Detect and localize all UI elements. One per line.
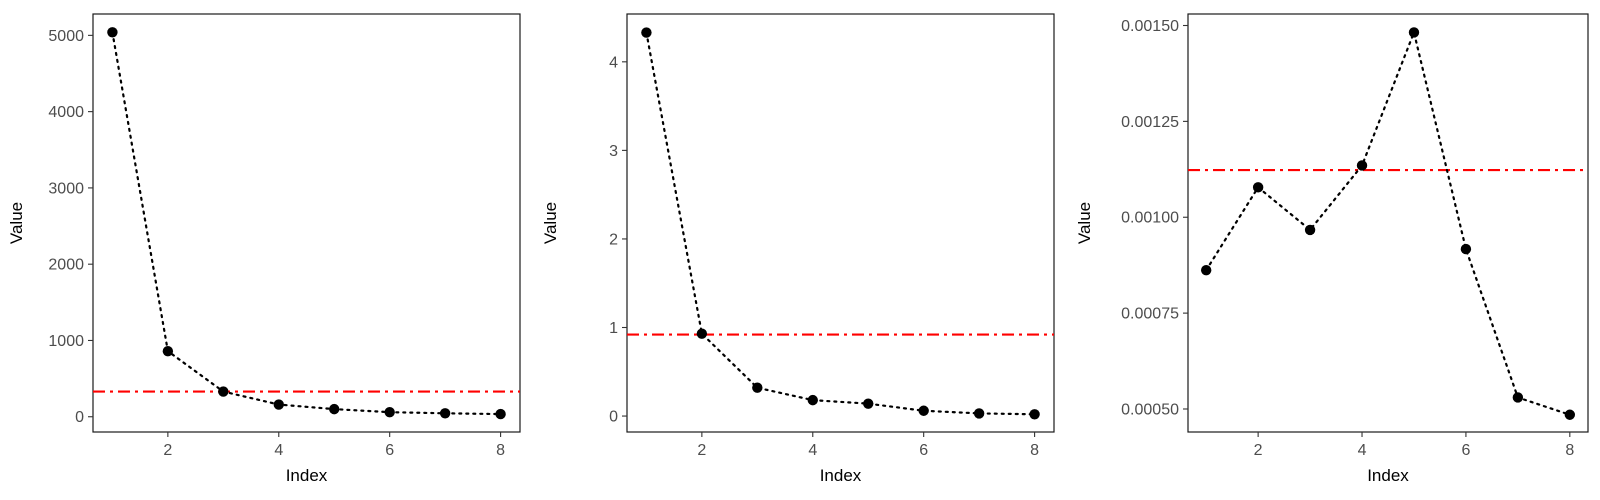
x-tick-label: 6 bbox=[919, 442, 928, 459]
series-line bbox=[645, 31, 1036, 416]
y-tick-label: 1 bbox=[609, 320, 618, 337]
chart-panel-1: 0 1000 2000 3000 4000 5000 2 4 6 8 Index Value bbox=[7, 13, 521, 485]
x-tick-label: 4 bbox=[274, 442, 283, 459]
x-tick-label: 8 bbox=[1030, 442, 1039, 459]
data-point bbox=[495, 408, 506, 420]
data-point bbox=[807, 394, 818, 406]
data-point bbox=[107, 27, 118, 38]
data-point bbox=[1252, 182, 1264, 193]
y-tick-label: 3000 bbox=[48, 180, 84, 197]
chart-panel-3: 0.00050 0.00075 0.00100 0.00125 0.00150 2 4 6 8 I… bbox=[1075, 13, 1589, 485]
data-point bbox=[1304, 224, 1316, 236]
y-tick-label: 3 bbox=[609, 143, 618, 160]
data-point bbox=[162, 345, 174, 357]
x-tick-label: 2 bbox=[163, 442, 172, 459]
series-line bbox=[1205, 28, 1571, 416]
data-point bbox=[273, 399, 284, 410]
x-tick-label: 6 bbox=[385, 442, 394, 459]
data-point bbox=[1356, 160, 1368, 171]
data-point bbox=[1512, 392, 1524, 403]
data-point bbox=[1408, 27, 1420, 38]
data-point bbox=[218, 386, 229, 397]
data-point bbox=[1029, 409, 1040, 420]
y-axis-title: Value bbox=[7, 202, 26, 244]
y-tick-label: 0 bbox=[75, 409, 84, 426]
y-tick-label: 0.00150 bbox=[1121, 18, 1179, 35]
x-axis-title: Index bbox=[1367, 466, 1409, 485]
y-tick-label: 4 bbox=[609, 54, 618, 71]
x-tick-label: 6 bbox=[1461, 442, 1470, 459]
y-tick-label: 0.00050 bbox=[1121, 401, 1179, 418]
data-point bbox=[863, 398, 874, 409]
data-point bbox=[1564, 409, 1576, 420]
x-axis-title: Index bbox=[286, 466, 328, 485]
data-point bbox=[439, 408, 451, 419]
x-tick-label: 2 bbox=[1254, 442, 1263, 459]
data-point bbox=[1200, 264, 1212, 276]
x-tick-label: 8 bbox=[1565, 442, 1574, 459]
panel-border bbox=[626, 13, 1055, 433]
data-point bbox=[384, 406, 395, 418]
x-tick-label: 2 bbox=[697, 442, 706, 459]
y-tick-label: 0.00075 bbox=[1121, 306, 1179, 323]
y-tick-label: 0.00125 bbox=[1121, 114, 1179, 131]
y-tick-label: 1000 bbox=[48, 333, 84, 350]
data-point bbox=[329, 403, 340, 415]
y-tick-label: 2000 bbox=[48, 257, 84, 274]
x-tick-label: 4 bbox=[808, 442, 817, 459]
x-axis-title: Index bbox=[820, 466, 862, 485]
series-line bbox=[111, 31, 502, 416]
data-point bbox=[641, 27, 652, 38]
data-point bbox=[973, 408, 985, 419]
data-point bbox=[918, 405, 929, 416]
panel-border bbox=[1187, 13, 1589, 433]
y-tick-label: 0 bbox=[609, 409, 618, 426]
data-point bbox=[696, 328, 708, 339]
y-tick-label: 0.00100 bbox=[1121, 210, 1179, 227]
data-point bbox=[752, 382, 763, 393]
y-axis-title: Value bbox=[1075, 202, 1094, 244]
x-tick-label: 4 bbox=[1358, 442, 1367, 459]
y-axis-title: Value bbox=[541, 202, 560, 244]
data-point bbox=[1460, 243, 1472, 255]
y-tick-label: 2 bbox=[609, 231, 618, 248]
x-tick-label: 8 bbox=[496, 442, 505, 459]
chart-panel-2: 0 1 2 3 4 2 4 6 8 Index Value bbox=[541, 13, 1055, 485]
y-tick-label: 4000 bbox=[48, 104, 84, 121]
panel-border bbox=[92, 13, 521, 433]
y-tick-label: 5000 bbox=[48, 28, 84, 45]
